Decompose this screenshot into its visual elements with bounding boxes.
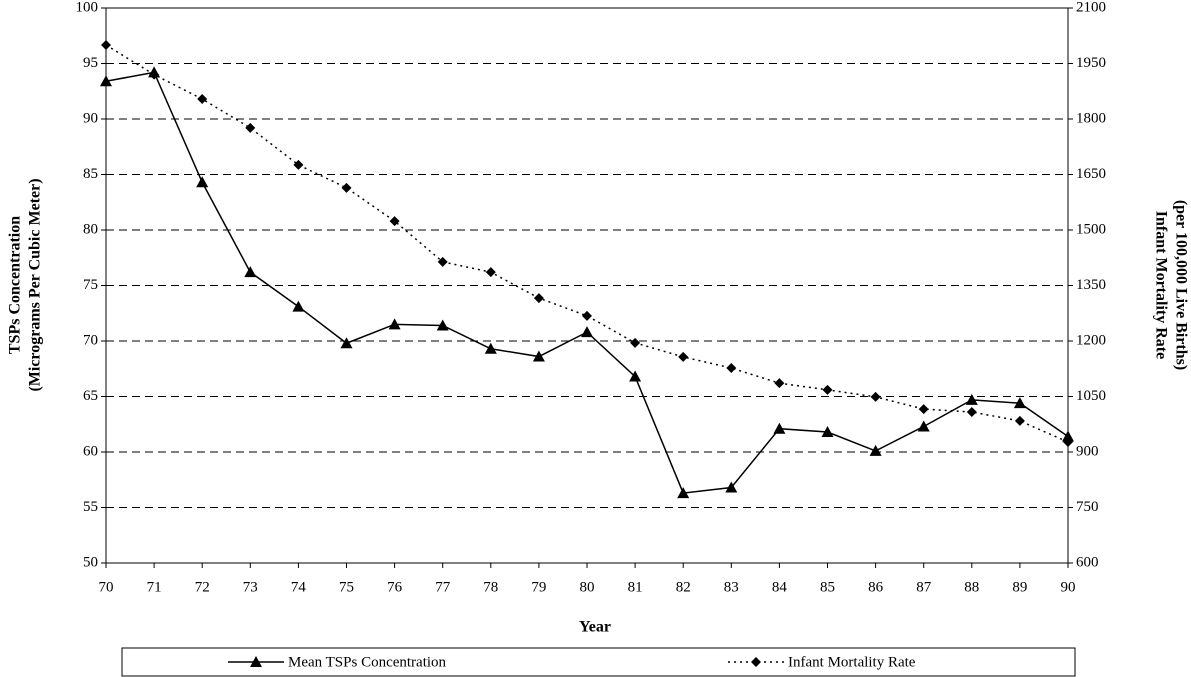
- y2-tick-label: 1200: [1076, 332, 1106, 348]
- point: [389, 216, 400, 227]
- x-tick-label: 86: [868, 579, 884, 595]
- point: [917, 420, 930, 432]
- x-tick-label: 79: [531, 579, 546, 595]
- legend-marker: [250, 656, 262, 667]
- point: [149, 69, 160, 80]
- point: [725, 481, 738, 493]
- point: [774, 378, 785, 389]
- point: [870, 391, 881, 402]
- x-tick-label: 77: [435, 579, 451, 595]
- y2-axis-title-line: Infant Mortality Rate: [1152, 211, 1169, 359]
- x-tick-label: 70: [99, 579, 114, 595]
- y2-tick-label: 900: [1076, 443, 1099, 459]
- point: [678, 351, 689, 362]
- point: [677, 487, 690, 499]
- point: [822, 384, 833, 395]
- point: [726, 363, 737, 374]
- point: [244, 266, 257, 278]
- point: [197, 94, 208, 105]
- x-tick-label: 90: [1061, 579, 1076, 595]
- point: [340, 337, 353, 349]
- point: [436, 319, 449, 331]
- series-line: [105, 44, 1069, 443]
- y-tick-label: 95: [83, 55, 98, 71]
- point: [101, 40, 111, 50]
- x-tick-label: 87: [916, 579, 932, 595]
- point: [533, 293, 544, 304]
- x-tick-label: 83: [724, 579, 739, 595]
- y2-tick-label: 1500: [1076, 221, 1106, 237]
- x-tick-label: 85: [820, 579, 835, 595]
- point: [918, 404, 929, 415]
- x-tick-label: 89: [1012, 579, 1027, 595]
- point: [388, 318, 401, 330]
- point: [582, 310, 592, 321]
- y-axis-title-line: (Micrograms Per Cubic Meter): [27, 178, 44, 391]
- y-tick-label: 55: [83, 499, 98, 515]
- point: [1014, 415, 1025, 426]
- point: [581, 326, 593, 338]
- legend-marker: [751, 657, 761, 667]
- x-axis-title: Year: [579, 619, 611, 636]
- y-tick-label: 90: [83, 110, 98, 126]
- x-tick-label: 75: [339, 579, 354, 595]
- y2-tick-label: 2100: [1076, 0, 1106, 15]
- x-tick-label: 82: [676, 579, 691, 595]
- point: [966, 407, 977, 418]
- x-tick-label: 76: [387, 579, 403, 595]
- x-tick-label: 74: [291, 579, 307, 595]
- x-tick-label: 88: [964, 579, 979, 595]
- y2-tick-label: 1050: [1076, 388, 1106, 404]
- point: [869, 444, 882, 456]
- y-tick-label: 70: [83, 332, 98, 348]
- y2-tick-label: 1950: [1076, 55, 1106, 71]
- y2-tick-label: 1650: [1076, 166, 1106, 182]
- point: [293, 159, 304, 170]
- y-tick-label: 80: [83, 221, 98, 237]
- point: [245, 122, 256, 133]
- x-tick-label: 73: [243, 579, 258, 595]
- x-tick-label: 81: [628, 579, 643, 595]
- y2-tick-label: 600: [1076, 554, 1099, 570]
- y-tick-label: 60: [83, 443, 98, 459]
- y-tick-label: 75: [83, 277, 98, 293]
- x-tick-label: 84: [772, 579, 788, 595]
- point: [292, 300, 305, 312]
- y-axis-title: TSPs Concentration (Micrograms Per Cubic…: [7, 178, 44, 391]
- point: [100, 75, 112, 87]
- point: [630, 337, 641, 348]
- x-tick-label: 71: [147, 579, 162, 595]
- point: [629, 370, 642, 382]
- point: [437, 256, 448, 267]
- point: [196, 176, 209, 188]
- point: [1063, 437, 1073, 448]
- y2-tick-label: 1350: [1076, 277, 1106, 293]
- point: [1013, 397, 1026, 409]
- legend-label: Mean TSPs Concentration: [288, 654, 447, 670]
- x-tick-label: 80: [580, 579, 595, 595]
- point: [965, 393, 978, 405]
- point: [485, 267, 496, 278]
- point: [484, 342, 497, 354]
- point: [821, 426, 834, 438]
- y2-tick-label: 1800: [1076, 110, 1106, 126]
- legend-label: Infant Mortality Rate: [788, 654, 916, 670]
- y2-axis-title-line: (per 100,000 Live Births): [1172, 200, 1189, 370]
- legend-box: [121, 647, 1076, 677]
- y2-axis-title: Infant Mortality Rate (per 100,000 Live …: [1152, 200, 1189, 370]
- point: [1062, 430, 1074, 442]
- y-tick-label: 50: [83, 554, 98, 570]
- point: [532, 350, 545, 362]
- y-tick-label: 85: [83, 166, 98, 182]
- y-axis-title-line: TSPs Concentration: [7, 216, 24, 354]
- y-tick-label: 65: [83, 388, 98, 404]
- x-tick-label: 78: [483, 579, 498, 595]
- point: [773, 422, 786, 434]
- y2-tick-label: 750: [1076, 499, 1099, 515]
- y-tick-label: 100: [76, 0, 99, 15]
- point: [341, 182, 352, 193]
- x-tick-label: 72: [195, 579, 210, 595]
